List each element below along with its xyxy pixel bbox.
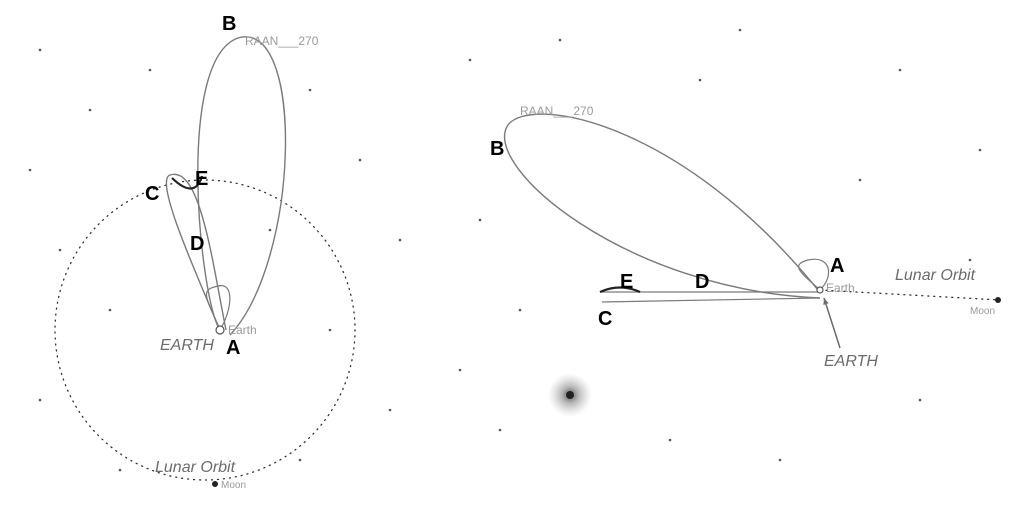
left-panel: A B C D E EARTH Earth Lunar Orbit RAAN__… bbox=[29, 13, 402, 491]
earth-marker bbox=[817, 287, 823, 293]
earth-arrow bbox=[824, 298, 840, 348]
earth-label: EARTH bbox=[160, 337, 214, 354]
trajectory-outer bbox=[505, 114, 820, 298]
label-d: D bbox=[190, 233, 204, 255]
trajectory-flat-bot bbox=[602, 298, 820, 302]
lunar-orbit-label: Lunar Orbit bbox=[895, 267, 976, 284]
label-a: A bbox=[830, 255, 844, 277]
right-stars bbox=[459, 29, 982, 462]
label-c: C bbox=[598, 308, 612, 330]
label-b: B bbox=[490, 138, 504, 160]
label-e: E bbox=[620, 271, 633, 293]
moon-marker bbox=[212, 481, 218, 487]
sun-core bbox=[566, 391, 574, 399]
earth-marker bbox=[216, 326, 224, 334]
label-b: B bbox=[222, 13, 236, 35]
raan-label: RAAN___270 bbox=[245, 34, 319, 48]
moon-marker bbox=[995, 297, 1001, 303]
moon-label-tiny: Moon bbox=[970, 306, 995, 317]
raan-label: RAAN___270 bbox=[520, 104, 594, 118]
moon-label-tiny: Moon bbox=[221, 480, 246, 491]
lunar-orbit-label: Lunar Orbit bbox=[155, 459, 236, 476]
earth-label-tiny: Earth bbox=[228, 323, 257, 337]
earth-arrowhead bbox=[823, 298, 828, 305]
earth-label: EARTH bbox=[824, 353, 878, 370]
label-c: C bbox=[145, 183, 159, 205]
label-e: E bbox=[195, 168, 208, 190]
earth-label-tiny: Earth bbox=[826, 281, 855, 295]
orbital-diagram-canvas: A B C D E EARTH Earth Lunar Orbit RAAN__… bbox=[0, 0, 1024, 512]
trajectory-outer bbox=[198, 37, 286, 335]
right-panel: A B C D E EARTH Earth Lunar Orbit RAAN__… bbox=[459, 29, 1001, 462]
label-d: D bbox=[695, 271, 709, 293]
left-stars bbox=[29, 49, 402, 472]
label-a: A bbox=[226, 337, 240, 359]
